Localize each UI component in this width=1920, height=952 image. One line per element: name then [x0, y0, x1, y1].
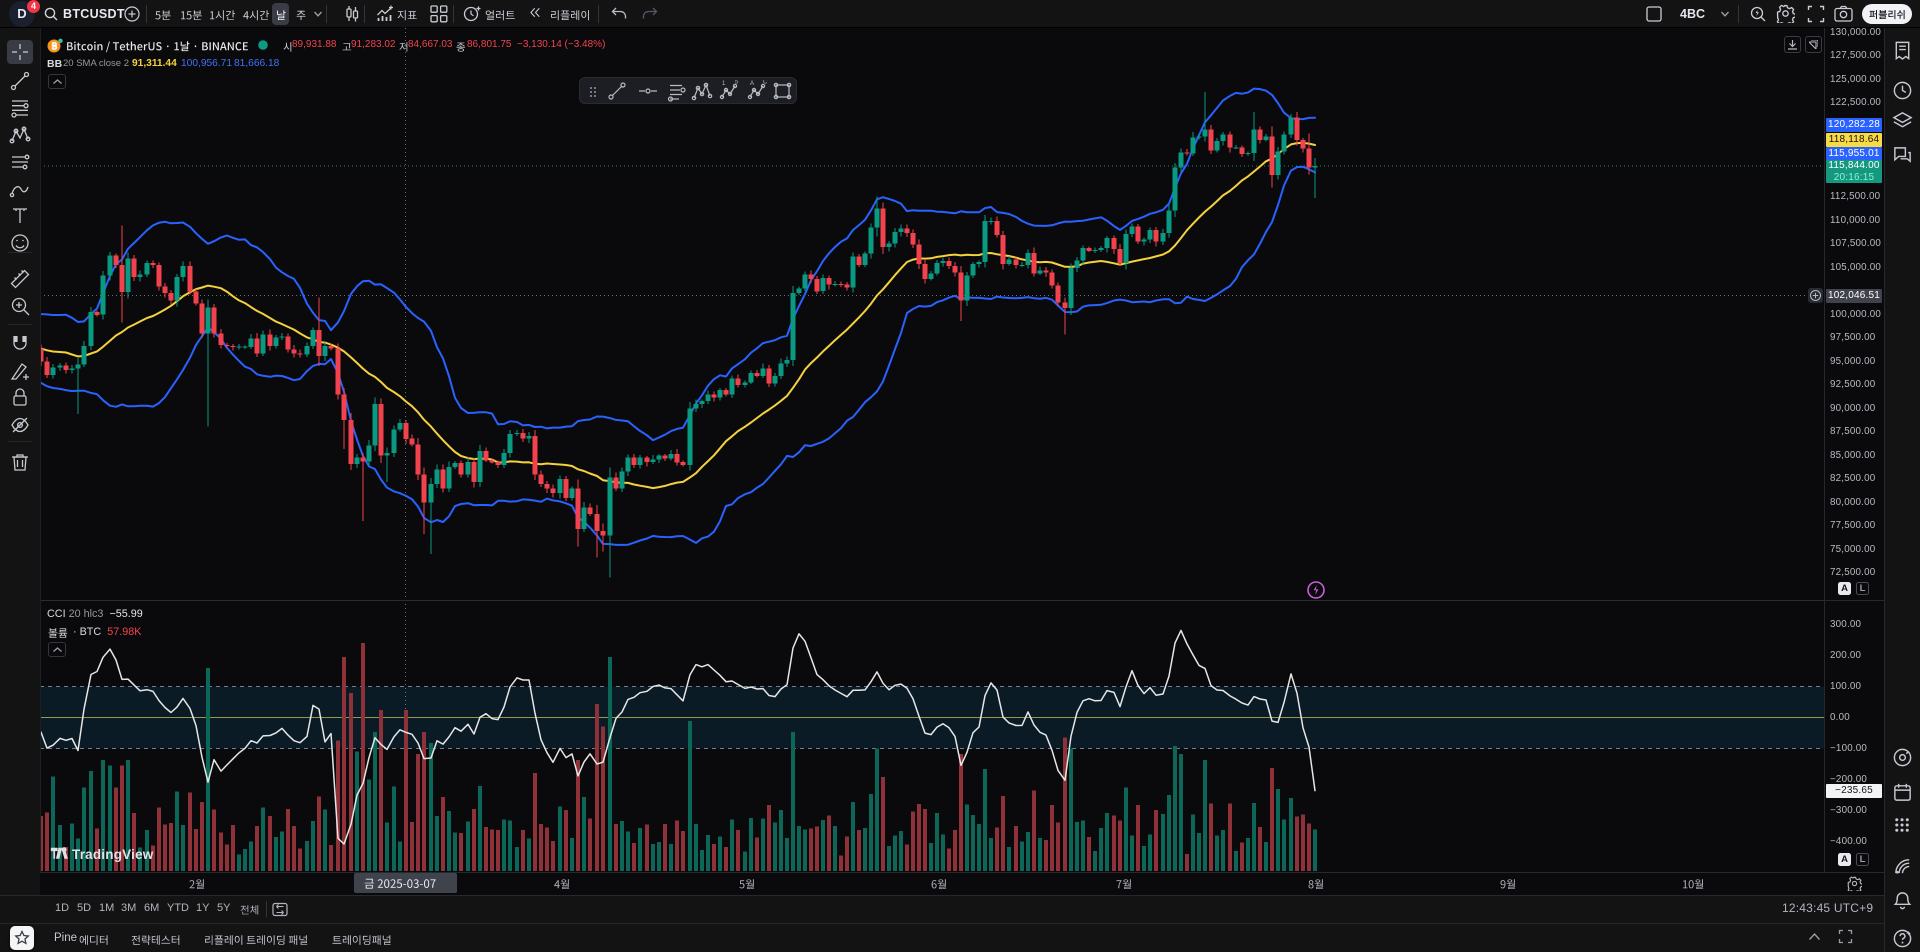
svg-text:5: 5	[735, 80, 739, 86]
svg-text:A: A	[750, 81, 754, 87]
svg-text:1: 1	[722, 81, 726, 87]
svg-text:C: C	[763, 80, 768, 86]
